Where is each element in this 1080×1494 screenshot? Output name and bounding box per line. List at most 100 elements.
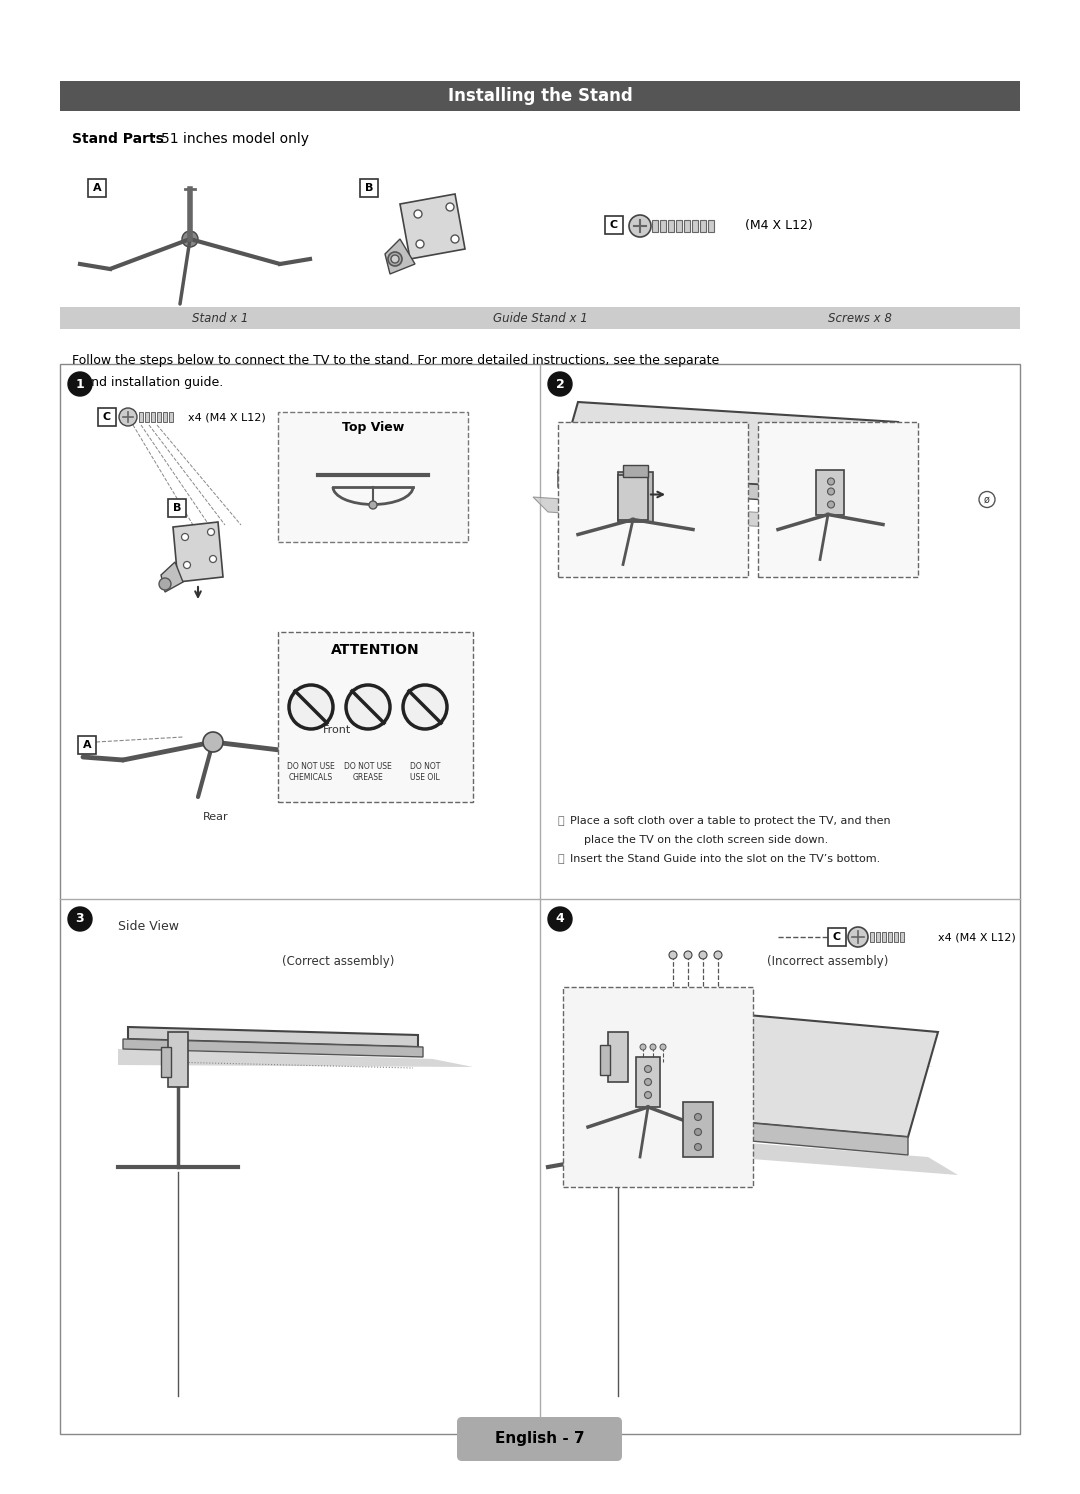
Polygon shape: [534, 498, 913, 536]
Text: A: A: [93, 182, 102, 193]
Polygon shape: [173, 521, 222, 583]
Circle shape: [403, 686, 447, 729]
Bar: [87, 179, 106, 197]
Circle shape: [660, 1044, 666, 1050]
Polygon shape: [558, 402, 897, 492]
Circle shape: [210, 556, 216, 563]
Text: 🔍: 🔍: [558, 816, 565, 826]
Text: 🔍: 🔍: [558, 855, 565, 864]
Bar: [360, 179, 378, 197]
Text: Installing the Stand: Installing the Stand: [447, 87, 633, 105]
Circle shape: [714, 952, 723, 959]
FancyBboxPatch shape: [278, 412, 468, 542]
Polygon shape: [400, 194, 465, 258]
Circle shape: [827, 478, 835, 486]
FancyBboxPatch shape: [558, 421, 748, 577]
Polygon shape: [161, 562, 183, 592]
Bar: [692, 220, 698, 232]
Circle shape: [548, 907, 572, 931]
Text: C: C: [833, 932, 841, 943]
Text: 2: 2: [555, 378, 565, 390]
Bar: [870, 932, 874, 943]
Bar: [168, 412, 173, 421]
Text: 3: 3: [76, 913, 84, 925]
Bar: [684, 220, 690, 232]
Bar: [876, 932, 880, 943]
Polygon shape: [627, 1007, 939, 1137]
Text: B: B: [173, 503, 181, 512]
Text: stand installation guide.: stand installation guide.: [72, 376, 224, 388]
Polygon shape: [558, 472, 878, 506]
Bar: [145, 412, 149, 421]
Text: Stand Parts: Stand Parts: [72, 131, 164, 146]
Text: Side View: Side View: [118, 920, 179, 934]
Bar: [168, 499, 186, 517]
Bar: [683, 1103, 713, 1156]
Circle shape: [446, 203, 454, 211]
Circle shape: [645, 1092, 651, 1098]
Circle shape: [694, 1128, 702, 1135]
Circle shape: [848, 926, 868, 947]
Bar: [163, 412, 167, 421]
Circle shape: [68, 907, 92, 931]
Bar: [623, 465, 648, 477]
Circle shape: [694, 1113, 702, 1120]
Text: Follow the steps below to connect the TV to the stand. For more detailed instruc: Follow the steps below to connect the TV…: [72, 354, 719, 368]
Bar: [78, 737, 96, 754]
Text: 1: 1: [76, 378, 84, 390]
FancyBboxPatch shape: [457, 1416, 622, 1461]
Circle shape: [207, 529, 215, 535]
Circle shape: [650, 1044, 656, 1050]
Circle shape: [645, 1079, 651, 1086]
Text: English - 7: English - 7: [496, 1431, 584, 1446]
Bar: [828, 928, 846, 946]
Text: x4 (M4 X L12): x4 (M4 X L12): [939, 932, 1016, 943]
Text: ATTENTION: ATTENTION: [332, 642, 420, 657]
Bar: [708, 220, 714, 232]
Text: place the TV on the cloth screen side down.: place the TV on the cloth screen side do…: [570, 835, 828, 846]
Circle shape: [827, 489, 835, 495]
Text: A: A: [83, 740, 92, 750]
Circle shape: [684, 952, 692, 959]
Circle shape: [629, 215, 651, 238]
Circle shape: [978, 492, 995, 508]
Bar: [168, 1032, 188, 1088]
Polygon shape: [384, 239, 415, 273]
Circle shape: [416, 241, 424, 248]
Circle shape: [369, 500, 377, 509]
Text: DO NOT
USE OIL: DO NOT USE OIL: [409, 762, 441, 781]
Circle shape: [548, 372, 572, 396]
Text: ø: ø: [984, 495, 990, 505]
Text: (M4 X L12): (M4 X L12): [745, 220, 813, 233]
Bar: [636, 1056, 660, 1107]
Circle shape: [694, 1143, 702, 1150]
Polygon shape: [118, 1049, 473, 1067]
Text: (Correct assembly): (Correct assembly): [282, 956, 394, 968]
Text: Rear: Rear: [203, 813, 229, 822]
Circle shape: [184, 562, 190, 569]
Polygon shape: [123, 1038, 423, 1056]
Circle shape: [183, 232, 198, 247]
Text: (Incorrect assembly): (Incorrect assembly): [767, 956, 889, 968]
Polygon shape: [578, 1026, 878, 1047]
Bar: [139, 412, 143, 421]
Text: C: C: [610, 220, 618, 230]
FancyBboxPatch shape: [758, 421, 918, 577]
Bar: [60, 365, 1020, 1434]
Text: Screws x 8: Screws x 8: [828, 312, 892, 324]
Bar: [98, 408, 116, 426]
Circle shape: [289, 686, 333, 729]
Bar: [157, 412, 161, 421]
Bar: [618, 475, 648, 520]
Bar: [60, 306, 1020, 329]
Circle shape: [181, 533, 189, 541]
Polygon shape: [627, 1112, 908, 1155]
FancyBboxPatch shape: [278, 632, 473, 802]
Bar: [151, 412, 156, 421]
Polygon shape: [568, 1049, 933, 1067]
Text: Guide Stand x 1: Guide Stand x 1: [492, 312, 588, 324]
Circle shape: [669, 952, 677, 959]
Bar: [669, 220, 674, 232]
Circle shape: [645, 1065, 651, 1073]
Bar: [882, 932, 886, 943]
